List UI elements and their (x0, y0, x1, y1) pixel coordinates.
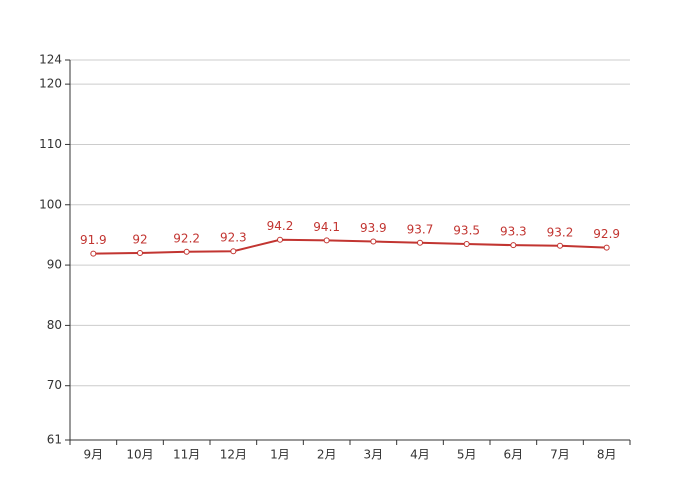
point (277, 236, 283, 243)
point (417, 239, 423, 246)
x-tick-label: 8月 (597, 448, 617, 462)
value-label: 91.9 (80, 233, 107, 247)
value-label: 92.9 (593, 227, 620, 241)
y-tick-label: 120 (39, 77, 62, 91)
x-tick-label: 11月 (173, 448, 200, 462)
x-tick-label: 7月 (550, 448, 570, 462)
y-tick-label: 124 (39, 53, 62, 67)
value-label: 94.1 (313, 220, 340, 234)
x-tick-label: 4月 (410, 448, 430, 462)
x-tick-label: 10月 (126, 448, 153, 462)
point (557, 242, 563, 249)
value-label: 93.5 (453, 223, 480, 237)
point (463, 240, 470, 247)
y-tick-label: 110 (39, 137, 62, 151)
value-label: 93.3 (500, 225, 527, 239)
x-tick-label: 2月 (317, 448, 337, 462)
x-tick-label: 3月 (364, 448, 384, 462)
value-label: 93.7 (407, 222, 434, 236)
x-tick-label: 6月 (504, 448, 524, 462)
y-tick-label: 70 (47, 378, 62, 392)
value-label: 93.9 (360, 221, 387, 235)
value-label: 93.2 (547, 225, 574, 239)
point (90, 250, 97, 257)
value-label: 92 (132, 233, 147, 247)
value-label: 92.3 (220, 231, 247, 245)
x-tick-label: 1月 (270, 448, 290, 462)
y-tick-label: 100 (39, 197, 62, 211)
point (323, 237, 330, 244)
value-label: 94.2 (267, 219, 294, 233)
value-label: 92.2 (173, 231, 200, 245)
point (137, 250, 143, 257)
y-tick-label: 80 (47, 318, 62, 332)
x-tick-label: 5月 (457, 448, 477, 462)
point (230, 248, 237, 255)
line (93, 238, 607, 255)
point (603, 244, 610, 251)
x-tick-label: 9月 (84, 448, 104, 462)
y-tick-label: 90 (47, 258, 62, 272)
point (370, 238, 377, 245)
x-tick-label: 12月 (220, 448, 247, 462)
point (510, 242, 517, 249)
y-tick-label: 61 (47, 433, 62, 447)
point (183, 248, 190, 255)
